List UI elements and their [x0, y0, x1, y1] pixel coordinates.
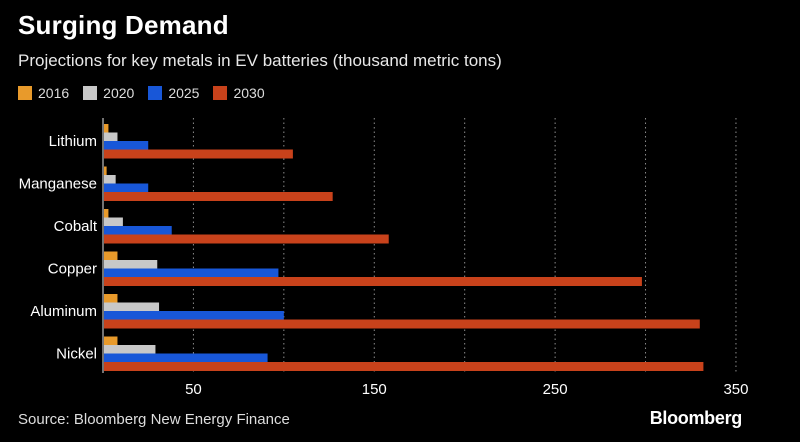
- legend-swatch-2025: [148, 86, 163, 100]
- y-category-label: Nickel: [56, 346, 97, 363]
- bar-nickel-2025: [104, 353, 268, 363]
- y-category-label: Manganese: [19, 176, 97, 193]
- bar-cobalt-2025: [104, 226, 172, 235]
- bar-manganese-2020: [104, 175, 116, 184]
- bar-manganese-2030: [104, 192, 333, 201]
- bar-copper-2030: [104, 277, 642, 286]
- x-tick-label: 50: [185, 381, 202, 398]
- legend-label-2020: 2020: [103, 85, 135, 101]
- y-category-label: Aluminum: [30, 303, 97, 320]
- bar-lithium-2025: [104, 141, 149, 150]
- x-tick-label: 250: [543, 381, 568, 398]
- bar-cobalt-2016: [104, 209, 109, 218]
- legend: 2016 2020 2025 2030: [18, 85, 265, 101]
- bar-lithium-2016: [104, 124, 109, 133]
- bar-cobalt-2030: [104, 234, 389, 244]
- legend-swatch-2020: [83, 86, 98, 100]
- bar-copper-2016: [104, 251, 118, 261]
- bar-aluminum-2030: [104, 319, 700, 329]
- legend-item-2016: 2016: [18, 85, 69, 101]
- legend-label-2016: 2016: [38, 85, 70, 101]
- x-tick-label: 150: [362, 381, 387, 398]
- bar-aluminum-2016: [104, 294, 118, 303]
- y-category-label: Copper: [48, 261, 97, 278]
- legend-label-2025: 2025: [168, 85, 200, 101]
- label-layer: 50 150 250 350 Lithium Manganese Cobalt Copper A…: [19, 133, 749, 398]
- legend-item-2020: 2020: [83, 85, 134, 101]
- legend-swatch-2016: [18, 86, 32, 100]
- bar-nickel-2020: [104, 345, 156, 354]
- y-category-label: Lithium: [49, 133, 97, 150]
- legend-item-2025: 2025: [148, 85, 199, 101]
- legend-item-2030: 2030: [213, 85, 265, 101]
- bar-manganese-2025: [104, 183, 149, 193]
- bar-aluminum-2020: [104, 302, 160, 312]
- bar-copper-2020: [104, 260, 158, 269]
- bar-layer: [104, 124, 704, 371]
- bar-cobalt-2020: [104, 217, 123, 227]
- legend-swatch-2030: [213, 86, 228, 100]
- bar-copper-2025: [104, 268, 279, 278]
- x-tick-label: 350: [723, 381, 748, 398]
- grid-layer: [102, 118, 737, 373]
- source-note: Source: Bloomberg New Energy Finance: [18, 411, 290, 428]
- legend-label-2030: 2030: [233, 85, 265, 101]
- bar-aluminum-2025: [104, 311, 284, 320]
- chart-subtitle: Projections for key metals in EV batteri…: [18, 51, 502, 70]
- chart-title: Surging Demand: [18, 10, 229, 40]
- bar-nickel-2016: [104, 336, 118, 346]
- bar-manganese-2016: [104, 166, 107, 176]
- bar-lithium-2020: [104, 132, 118, 142]
- bloomberg-logo: Bloomberg: [649, 408, 743, 428]
- y-category-label: Cobalt: [54, 218, 98, 235]
- bar-nickel-2030: [104, 362, 704, 371]
- bar-lithium-2030: [104, 149, 293, 159]
